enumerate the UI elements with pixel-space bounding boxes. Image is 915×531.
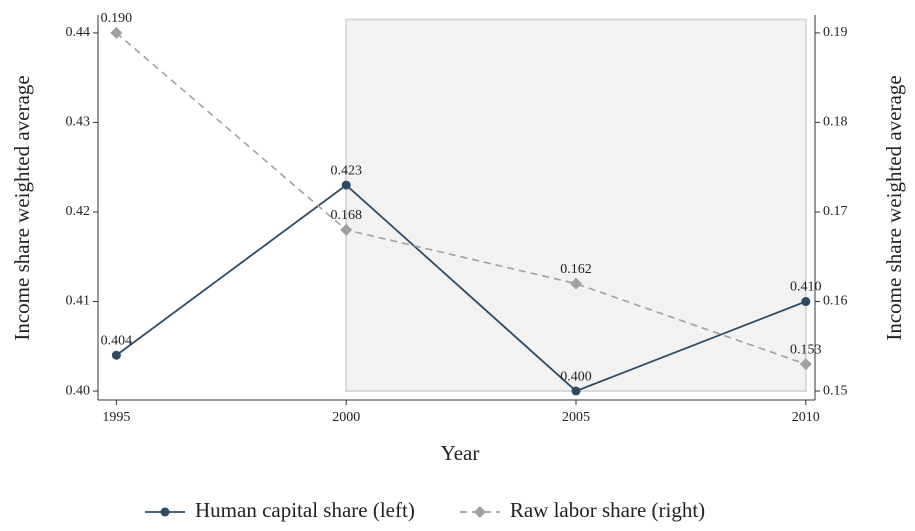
- y-tick-label: 0.41: [66, 294, 91, 309]
- series-line: [115, 183, 807, 393]
- data-point: [340, 223, 353, 236]
- legend-marker: [473, 506, 486, 518]
- y-tick-label: 0.42: [66, 204, 91, 219]
- y-axis-title: Income share weighted average: [10, 75, 34, 340]
- y-tick-label: 0.43: [66, 115, 91, 130]
- data-label: 0.153: [790, 342, 822, 357]
- legend-label: Human capital share (left): [195, 498, 415, 522]
- data-label: 0.162: [560, 262, 592, 277]
- data-point: [110, 26, 123, 39]
- y2-tick-label: 0.16: [823, 294, 848, 309]
- data-point: [341, 180, 351, 190]
- highlight-region: [345, 18, 807, 393]
- x-tick-label: 2000: [332, 410, 360, 425]
- data-point: [801, 297, 811, 307]
- series-line: [115, 32, 807, 365]
- data-label: 0.400: [560, 369, 592, 384]
- data-point: [799, 358, 812, 371]
- data-label: 0.404: [101, 333, 133, 348]
- y2-axis-title: Income share weighted average: [882, 75, 906, 340]
- data-label: 0.423: [330, 163, 362, 178]
- data-point: [571, 386, 581, 396]
- data-label: 0.190: [101, 11, 133, 26]
- legend-marker: [160, 507, 170, 517]
- y-tick-label: 0.40: [66, 383, 91, 398]
- y2-tick-label: 0.19: [823, 25, 848, 40]
- y2-tick-label: 0.18: [823, 115, 848, 130]
- x-axis-title: Year: [441, 441, 480, 465]
- y-tick-label: 0.44: [66, 25, 91, 40]
- data-point: [111, 350, 121, 360]
- y2-tick-label: 0.17: [823, 204, 848, 219]
- x-tick-label: 1995: [102, 410, 130, 425]
- x-tick-label: 2010: [792, 410, 820, 425]
- data-label: 0.168: [330, 208, 362, 223]
- data-label: 0.410: [790, 280, 822, 295]
- data-point: [570, 277, 582, 290]
- y2-tick-label: 0.15: [823, 383, 848, 398]
- x-tick-label: 2005: [562, 410, 590, 425]
- legend-label: Raw labor share (right): [510, 498, 705, 522]
